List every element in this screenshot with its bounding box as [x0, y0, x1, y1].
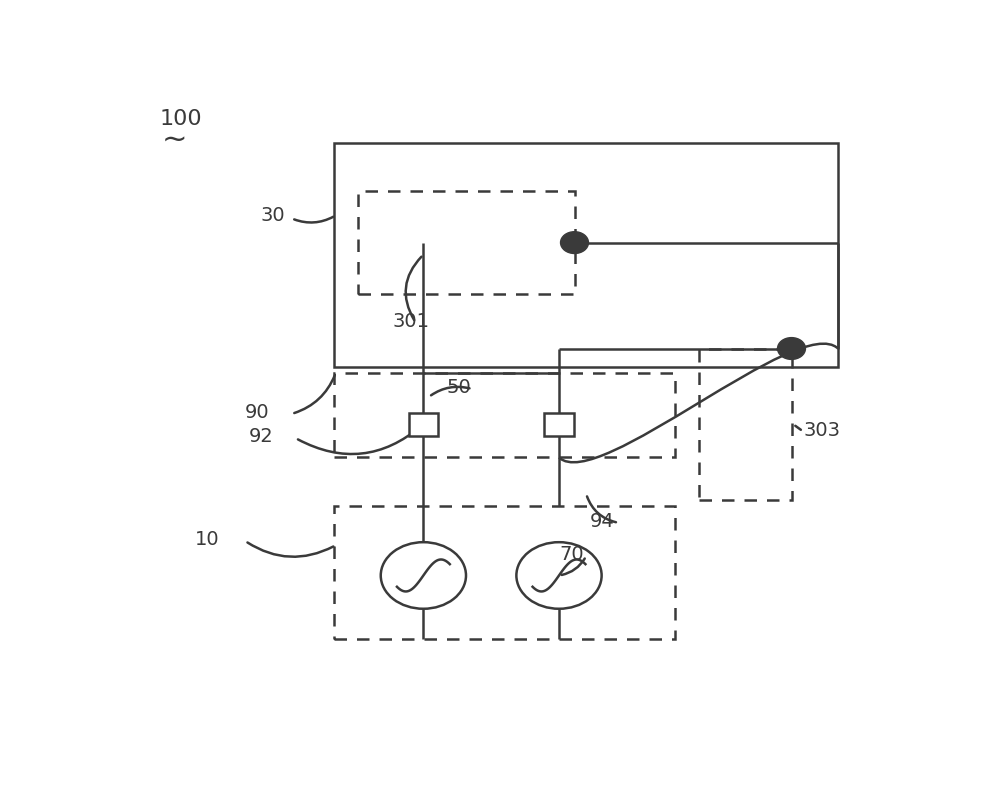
Circle shape — [561, 232, 588, 254]
Bar — [358, 191, 574, 294]
Text: 303: 303 — [803, 421, 840, 439]
Bar — [698, 348, 792, 500]
Text: 100: 100 — [160, 108, 202, 129]
Text: 94: 94 — [590, 512, 615, 531]
Bar — [409, 413, 438, 435]
Circle shape — [381, 542, 466, 609]
Bar — [334, 506, 675, 639]
Text: 92: 92 — [249, 427, 274, 446]
Circle shape — [778, 338, 805, 359]
Text: 30: 30 — [261, 206, 285, 225]
Circle shape — [516, 542, 602, 609]
Text: 50: 50 — [447, 378, 471, 398]
Text: 90: 90 — [245, 402, 270, 421]
Bar — [334, 373, 675, 457]
Text: 10: 10 — [195, 530, 219, 549]
Text: ~: ~ — [162, 125, 188, 154]
Text: 301: 301 — [392, 312, 429, 331]
Bar — [544, 413, 574, 435]
Bar — [334, 143, 838, 366]
Text: 70: 70 — [559, 545, 584, 564]
